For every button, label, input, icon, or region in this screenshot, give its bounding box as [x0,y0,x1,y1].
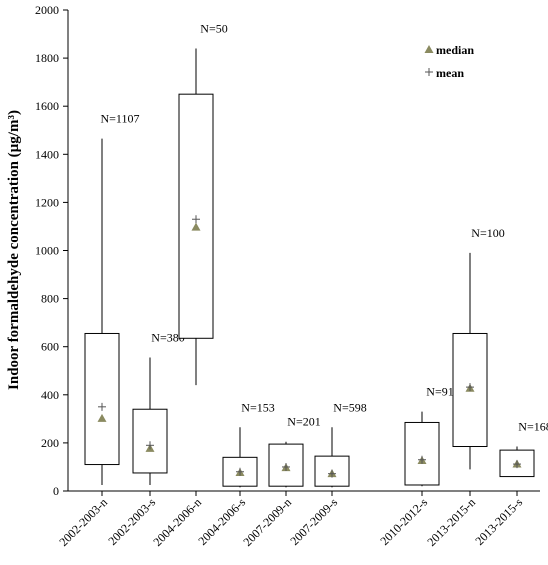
n-count-label: N=100 [471,226,504,240]
legend-mean-label: mean [436,66,464,80]
x-category-label: 2007-2009-s [287,495,340,548]
iqr-box [132,408,168,474]
iqr-box [452,332,488,448]
box-group: N=100 [452,226,505,470]
box-series: N=1107 N=380 N=50 N=153 N=201 N=598 N=91 N=100 N… [84,21,548,488]
y-tick-label: 600 [41,340,59,354]
n-count-label: N=598 [333,400,366,414]
y-tick-label: 0 [53,484,59,498]
iqr-box [404,421,440,486]
x-category-label: 2010-2012-s [377,495,430,548]
y-tick-label: 800 [41,292,59,306]
n-count-label: N=380 [151,331,184,345]
y-tick-label: 1200 [35,195,59,209]
y-axis: 0 200 400 600 800 1000 1200 1400 1600 1800 2000 [35,3,69,498]
x-category-label: 2007-2009-n [240,495,294,549]
box-group: N=598 [314,400,367,488]
y-tick-label: 1800 [35,51,59,65]
n-count-label: N=91 [426,385,453,399]
y-axis-title: Indoor formaldehyde concentration (µg/m³… [6,110,22,390]
iqr-box [84,332,120,466]
box-group: N=91 [404,385,454,487]
y-tick-label: 2000 [35,3,59,17]
y-tick-label: 200 [41,436,59,450]
n-count-label: N=50 [200,21,227,35]
n-count-label: N=153 [241,400,274,414]
n-count-label: N=1107 [101,112,140,126]
y-tick-label: 400 [41,388,59,402]
x-axis: 2002-2003-n2002-2003-s2004-2006-n2004-20… [56,490,540,549]
box-group: N=153 [222,400,275,488]
box-group: N=1107 [84,112,140,485]
y-tick-label: 1400 [35,147,59,161]
n-count-label: N=201 [287,415,320,429]
legend-mean-plus-icon [425,68,433,76]
x-category-label: 2013-2015-s [472,495,525,548]
box-group: N=380 [132,331,185,485]
legend-median-label: median [436,43,474,57]
median-marker [191,222,201,231]
legend-median-triangle-icon [424,45,434,53]
iqr-box [499,449,535,478]
legend: median mean [424,43,474,80]
n-count-label: N=168 [518,420,548,434]
box-group: N=168 [499,420,548,478]
box-group: N=201 [268,415,321,488]
x-category-label: 2002-2003-n [56,495,110,549]
y-tick-label: 1000 [35,244,59,258]
box-group: N=50 [178,21,228,386]
median-marker [97,413,107,422]
y-tick-label: 1600 [35,99,59,113]
x-category-label: 2004-2006-n [150,495,204,549]
x-category-label: 2013-2015-n [424,495,478,549]
